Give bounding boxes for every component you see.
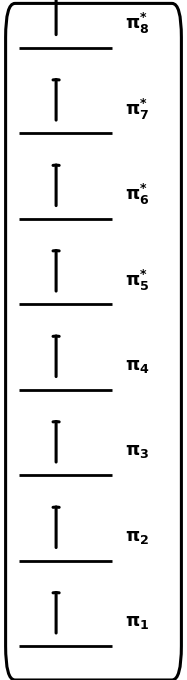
Text: $\mathbf{\pi_7^{*}}$: $\mathbf{\pi_7^{*}}$: [125, 97, 149, 122]
Text: $\mathbf{\pi_2}$: $\mathbf{\pi_2}$: [125, 528, 149, 546]
Text: $\mathbf{\pi_3}$: $\mathbf{\pi_3}$: [125, 442, 149, 460]
Text: $\mathbf{\pi_1}$: $\mathbf{\pi_1}$: [125, 613, 150, 631]
Text: $\mathbf{\pi_4}$: $\mathbf{\pi_4}$: [125, 357, 150, 375]
Text: $\mathbf{\pi_8^{*}}$: $\mathbf{\pi_8^{*}}$: [125, 12, 150, 36]
Text: $\mathbf{\pi_5^{*}}$: $\mathbf{\pi_5^{*}}$: [125, 268, 150, 293]
Text: $\mathbf{\pi_6^{*}}$: $\mathbf{\pi_6^{*}}$: [125, 182, 150, 207]
